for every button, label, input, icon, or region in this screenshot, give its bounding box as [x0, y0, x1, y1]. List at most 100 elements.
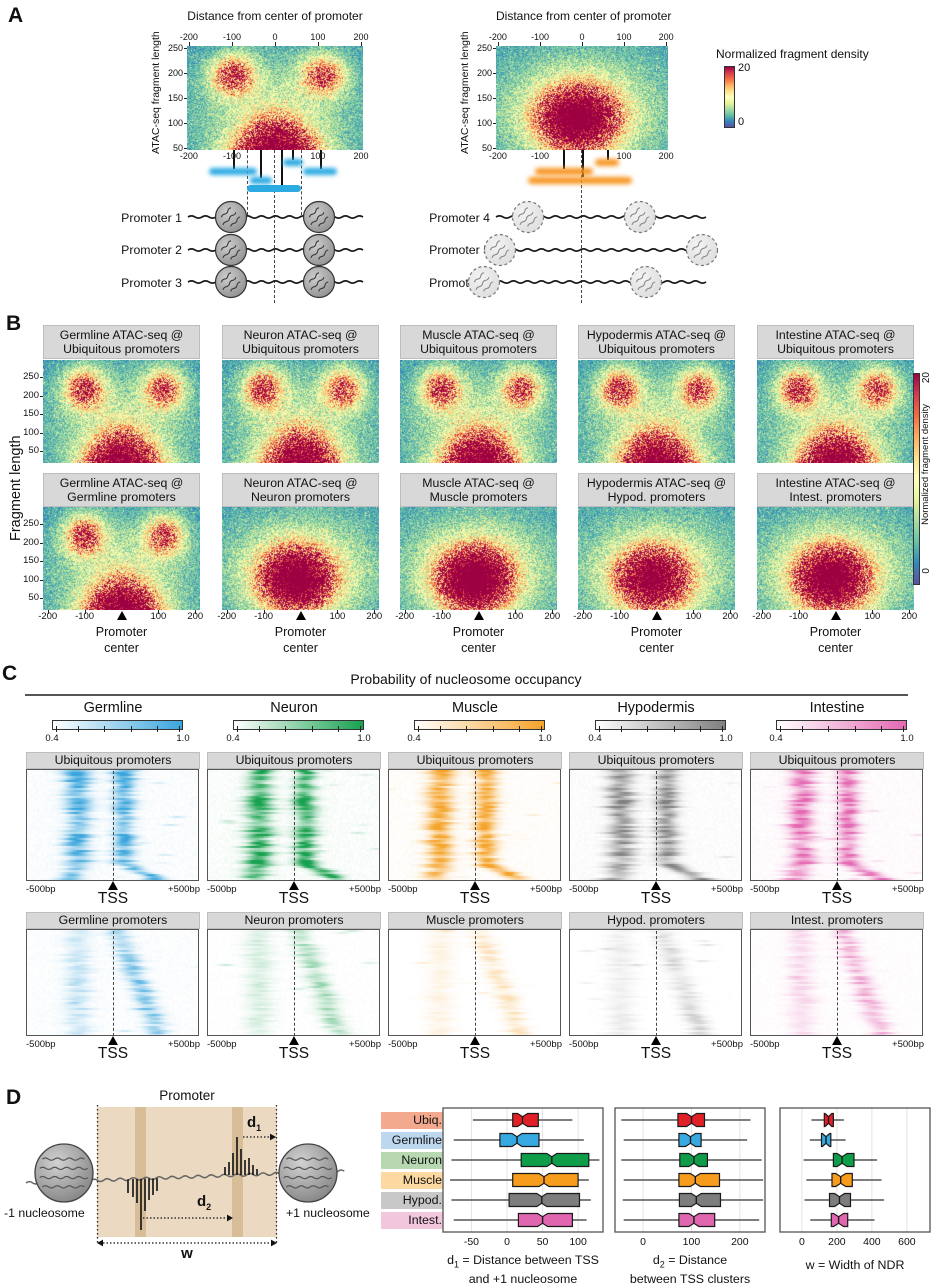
- x-tickmark: [666, 42, 668, 46]
- heatmap-title-c-row2-0: Germline promoters: [26, 912, 200, 929]
- y-tickmark: [40, 524, 43, 526]
- tss-dashed-line: [113, 931, 114, 1036]
- box-d2-3: [678, 1172, 721, 1188]
- y-tickmark: [40, 377, 43, 379]
- x-tick-bottom-left: -100: [217, 151, 247, 161]
- x-tick-b-4-0: -200: [752, 611, 772, 622]
- heatmap-panel-a-left: [187, 46, 363, 150]
- panel-a-colorbar-max: 20: [738, 62, 751, 74]
- x-tickmark: [761, 610, 763, 614]
- occupancy-heatmap-neuron-row1: [207, 769, 380, 881]
- boxplot-x-tick: 600: [898, 1236, 916, 1248]
- panel-d-ndr-diagram: [25, 1105, 345, 1247]
- y-tick-b: 200: [23, 389, 39, 401]
- d1-label: d1: [247, 1114, 262, 1133]
- x-tickmark: [497, 42, 499, 46]
- x-tickmark: [441, 610, 443, 614]
- atac-fragment-blue: [209, 168, 257, 175]
- colorbar-tickmark: [598, 726, 600, 732]
- x-tickmark: [84, 610, 86, 614]
- fragment-stem: [607, 150, 609, 160]
- y-tickmark: [493, 48, 496, 49]
- x-tick-b-2-0: -200: [395, 611, 415, 622]
- tss-label: TSS: [821, 890, 853, 907]
- x-tick-b-0-2: 100: [150, 611, 167, 622]
- legend-label-muscle: Muscle: [381, 1171, 446, 1189]
- y-tick-right: 100: [476, 118, 492, 128]
- x-tick-b-3-0: -200: [573, 611, 593, 622]
- x-left-label: -500bp: [750, 884, 780, 895]
- boxplot-x-tick: -50: [463, 1236, 480, 1248]
- x-tickmark: [909, 610, 911, 614]
- tss-label: TSS: [459, 1045, 491, 1062]
- box-d1-3: [512, 1172, 579, 1188]
- heatmap-title-b-row2-2: Muscle ATAC-seq @ Muscle promoters: [400, 473, 557, 507]
- occupancy-heatmap-muscle-row1: [388, 769, 561, 881]
- box-d1-2: [520, 1152, 590, 1168]
- heatmap-title-c-row2-4: Intest. promoters: [750, 912, 924, 929]
- boxplot-caption-3: w = Width of NDR: [805, 1258, 905, 1272]
- tss-marker: [832, 1036, 842, 1045]
- legend-label-ubiq: Ubiq.: [381, 1111, 446, 1129]
- atac-fragment-blue: [303, 168, 337, 175]
- colorbar-min-2: 0.4: [407, 733, 421, 744]
- promoter-center-marker: [116, 611, 127, 620]
- heatmap-title-b-row1-3: Hypodermis ATAC-seq @ Ubiquitous promote…: [578, 325, 735, 359]
- colorbar-tickmark: [699, 726, 701, 732]
- x-tick-top-right: -200: [488, 32, 507, 42]
- panel-b-colorbar-min: 0: [921, 568, 932, 574]
- x-left-label: -500bp: [388, 1039, 418, 1050]
- y-tickmark: [40, 597, 43, 599]
- x-axis-label-b-4: center: [818, 641, 853, 655]
- panel-a-colorbar-min: 0: [738, 116, 745, 128]
- box-d2-4: [678, 1192, 722, 1208]
- x-tickmark: [619, 610, 621, 614]
- heatmap-b-row2-3: [578, 507, 735, 610]
- box-d1-5: [517, 1212, 573, 1228]
- y-tick-b: 150: [23, 555, 39, 567]
- tissue-name-3: Hypodermis: [617, 700, 695, 716]
- promoter-label-promoter-3: Promoter 3: [121, 276, 182, 290]
- boxplot-x-tick: 200: [828, 1236, 846, 1248]
- x-axis-label-b-4: Promoter: [809, 625, 862, 639]
- x-left-label: -500bp: [207, 1039, 237, 1050]
- x-tick-bottom-left: 200: [353, 151, 369, 161]
- panel-c-title-rule: [25, 694, 908, 696]
- colorbar-tickmark: [55, 726, 57, 732]
- x-tick-b-2-3: 200: [544, 611, 561, 622]
- colorbar-tickmark: [673, 726, 675, 732]
- y-tick-right: 250: [476, 43, 492, 53]
- x-tickmark: [582, 610, 584, 614]
- x-tick-b-0-0: -200: [38, 611, 58, 622]
- fragment-stem: [281, 150, 283, 186]
- atac-fragment-orange: [528, 177, 632, 184]
- x-axis-label-b-0: center: [104, 641, 139, 655]
- x-axis-label-b-0: Promoter: [95, 625, 148, 639]
- fragment-stem: [292, 150, 294, 160]
- colorbar-tickmark: [440, 726, 442, 732]
- heatmap-title-c-row1-0: Ubiquitous promoters: [26, 752, 200, 769]
- atac-fragment-orange: [595, 159, 619, 166]
- colorbar-tickmark: [156, 726, 158, 732]
- dna-line: [187, 215, 364, 219]
- y-tickmark: [184, 48, 187, 49]
- fragment-stem: [320, 150, 322, 169]
- nucleosome-sphere: [278, 1143, 338, 1203]
- promoter-center-dash-right: [580, 150, 582, 303]
- heatmap-b-row1-3: [578, 360, 735, 463]
- colorbar-tickmark: [337, 726, 339, 732]
- legend-label-neuron: Neuron: [381, 1151, 446, 1169]
- panel-a-left-title: Distance from center of promoter: [187, 9, 363, 23]
- x-right-label: +500bp: [892, 1039, 924, 1050]
- x-right-label: +500bp: [711, 884, 743, 895]
- tss-marker: [289, 881, 299, 890]
- heatmap-title-b-row2-4: Intestine ATAC-seq @ Intest. promoters: [757, 473, 914, 507]
- x-tickmark: [693, 610, 695, 614]
- atac-fragment-blue: [247, 185, 301, 192]
- colorbar-max-0: 1.0: [176, 733, 190, 744]
- colorbar-tickmark: [492, 726, 494, 732]
- fragment-stem: [582, 150, 584, 177]
- ndr-edge-dash-left1: [246, 150, 248, 215]
- heatmap-b-row1-2: [400, 360, 557, 463]
- heatmap-b-row2-1: [222, 507, 379, 610]
